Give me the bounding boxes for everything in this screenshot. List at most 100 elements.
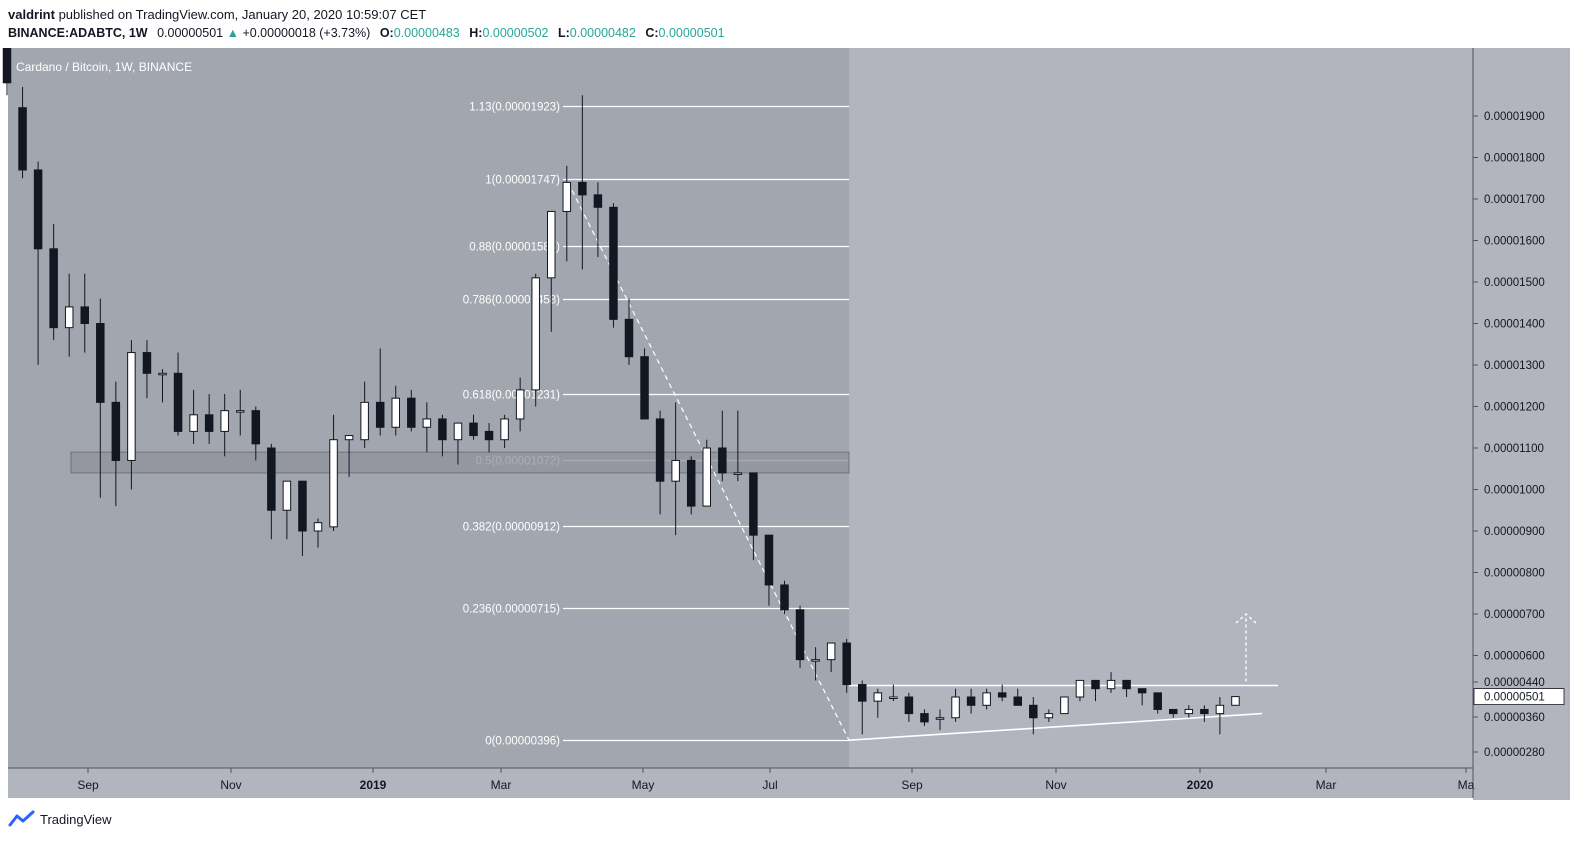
y-tick-label: 0.00000360 — [1484, 712, 1545, 724]
candle-body — [624, 318, 634, 358]
y-tick-label: 0.00001400 — [1484, 319, 1545, 331]
candle-body — [842, 642, 851, 686]
candle-body — [920, 713, 929, 723]
candle-body — [904, 696, 914, 715]
tradingview-logo-icon — [8, 810, 35, 827]
candle-body — [158, 372, 167, 376]
symbol-label: BINANCE:ADABTC, 1W — [8, 26, 148, 40]
candle-body — [142, 352, 152, 374]
last-price-marker — [1473, 688, 1565, 705]
candle-body — [329, 439, 338, 528]
y-tick-label: 0.00001100 — [1484, 443, 1544, 455]
candle-body — [204, 414, 214, 432]
y-tick-label: 0.00000800 — [1484, 568, 1545, 580]
fib-level-label: 0(0.00000396) — [485, 736, 560, 748]
publish-text: published on TradingView.com, January 20… — [54, 7, 427, 22]
y-tick-label: 0.00001800 — [1484, 153, 1545, 165]
fib-level-label: 0.382(0.00000912) — [463, 522, 560, 534]
low-label: L: — [557, 26, 570, 40]
time-axis-background — [8, 768, 1473, 798]
y-tick-label: 0.00001700 — [1484, 194, 1545, 206]
candle-body — [655, 418, 665, 482]
candle-body — [282, 480, 292, 511]
x-tick-label: 2020 — [1187, 778, 1214, 792]
candle-body — [251, 410, 261, 445]
candle-body — [982, 692, 991, 706]
x-tick-label: Mar — [491, 778, 512, 792]
high-label: H: — [469, 26, 483, 40]
y-tick-label: 0.00001000 — [1484, 485, 1545, 497]
candle-body — [764, 534, 774, 586]
candle-body — [1060, 696, 1069, 715]
close-label: C: — [645, 26, 659, 40]
candle-body — [826, 642, 836, 661]
open-label: O: — [379, 26, 394, 40]
y-tick-label: 0.00000900 — [1484, 526, 1545, 538]
up-arrow-icon: ▲ — [226, 26, 239, 40]
candle-body — [453, 422, 463, 441]
fib-level-label: 0.88(0.00001586) — [469, 242, 560, 254]
x-tick-label: Nov — [1045, 778, 1066, 792]
candle-body — [1169, 708, 1178, 715]
y-tick-label: 0.00000700 — [1484, 609, 1545, 621]
x-tick-label: Ma — [1458, 778, 1475, 792]
rising-support-line — [848, 712, 1263, 741]
fib-level-label: 0.236(0.00000715) — [463, 604, 560, 616]
candle-body — [578, 181, 587, 196]
y-tick-label: 0.00001200 — [1484, 402, 1545, 414]
candle-body — [267, 447, 276, 511]
x-tick-label: Mar — [1316, 778, 1337, 792]
x-tick-label: Sep — [901, 778, 923, 792]
projection-arrow-head — [1235, 613, 1257, 624]
candle-body — [671, 459, 680, 482]
x-tick-label: Jul — [762, 778, 777, 792]
y-tick-label: 0.00001600 — [1484, 236, 1545, 248]
candle-body — [375, 401, 385, 428]
ohlc-bar: BINANCE:ADABTC, 1W 0.00000501 ▲ +0.00000… — [8, 26, 725, 40]
y-tick-label: 0.00001900 — [1484, 111, 1545, 123]
candle-body — [391, 397, 400, 428]
candle-body — [1075, 679, 1085, 698]
fib-level-label: 1(0.00001747) — [485, 175, 560, 187]
candle-body — [64, 306, 74, 329]
fib-level-label: 0.786(0.00001458) — [463, 295, 560, 307]
y-tick-label: 0.00000280 — [1484, 747, 1545, 759]
y-tick-label: 0.00001500 — [1484, 277, 1545, 289]
candle-body — [718, 447, 727, 474]
close-value: 0.00000501 — [658, 26, 725, 40]
candle-body — [1215, 704, 1225, 715]
candle-body — [173, 372, 183, 432]
candle-body — [96, 323, 105, 403]
candle-body — [858, 684, 867, 702]
x-tick-label: Nov — [220, 778, 241, 792]
candle-body — [811, 659, 820, 662]
candle-body — [873, 692, 883, 702]
candle-body — [1137, 688, 1147, 694]
candle-body — [547, 210, 556, 279]
candle-body — [127, 352, 136, 461]
candle-body — [33, 169, 43, 250]
candle-body — [640, 356, 649, 420]
candle-body — [469, 422, 478, 437]
candle-body — [562, 181, 572, 212]
candle-body — [500, 418, 509, 441]
y-tick-label: 0.00000440 — [1484, 677, 1545, 689]
candle-body — [889, 696, 898, 699]
candle-body — [1122, 679, 1131, 690]
price-axis-background — [1473, 48, 1570, 800]
x-tick-label: May — [632, 778, 655, 792]
support-zone — [70, 451, 850, 474]
high-value: 0.00000502 — [482, 26, 549, 40]
fib-shaded-region — [8, 48, 849, 768]
publish-info: valdrint published on TradingView.com, J… — [8, 7, 426, 22]
candle-body — [236, 410, 245, 413]
candle-body — [702, 447, 711, 507]
candle-body — [951, 696, 960, 719]
footer-brand[interactable]: TradingView — [8, 809, 112, 829]
price-chart[interactable]: 1.13(0.00001923) 1(0.00001747) 0.88(0.0000… — [0, 48, 1578, 800]
candle-body — [1013, 696, 1022, 706]
candle-body — [997, 692, 1007, 698]
candle-body — [1184, 708, 1194, 715]
candle-body — [515, 389, 525, 420]
publisher-name[interactable]: valdrint — [8, 7, 55, 22]
